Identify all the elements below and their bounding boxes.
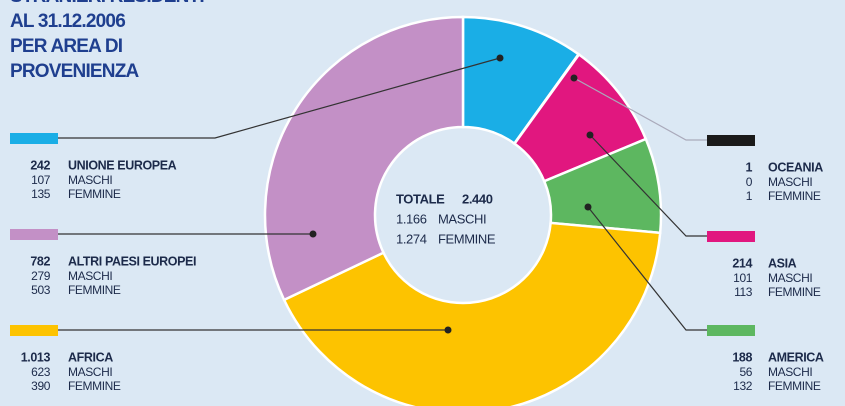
donut-slice xyxy=(263,15,465,302)
chart-title: AL 31.12.2006 xyxy=(10,11,125,32)
series-value: 135 xyxy=(31,187,51,201)
legend-swatch xyxy=(10,229,58,240)
category-label: UNIONE EUROPEA xyxy=(68,158,177,172)
category-label: ALTRI PAESI EUROPEI xyxy=(68,254,196,268)
leader-dot xyxy=(496,54,504,62)
center-total: 2.440 xyxy=(462,191,493,206)
series-value: 279 xyxy=(31,269,51,283)
chart-title: STRANIERI RESIDENTI xyxy=(10,0,204,7)
category-label: AMERICA xyxy=(768,350,824,364)
leader-dot xyxy=(584,203,592,211)
series-name: MASCHI xyxy=(68,269,112,283)
series-name: FEMMINE xyxy=(68,283,121,297)
leader-dot xyxy=(444,326,452,334)
series-value: 0 xyxy=(746,175,753,189)
category-label: OCEANIA xyxy=(768,160,823,174)
value-label: 1.013 xyxy=(21,350,51,364)
series-name: MASCHI xyxy=(768,175,812,189)
leader-line xyxy=(587,206,707,331)
series-value: 132 xyxy=(733,379,753,393)
series-name: MASCHI xyxy=(68,173,112,187)
series-name: MASCHI xyxy=(768,365,812,379)
chart-title: PROVENIENZA xyxy=(10,61,140,82)
value-label: 782 xyxy=(30,254,50,268)
leader-line xyxy=(589,134,707,237)
series-value: 107 xyxy=(31,173,51,187)
leader-dot xyxy=(570,74,578,82)
legend-swatch xyxy=(10,133,58,144)
series-name: MASCHI xyxy=(768,271,812,285)
legend-swatch xyxy=(707,231,755,242)
leader-dot xyxy=(309,230,317,238)
center-title: TOTALE xyxy=(396,191,445,206)
center-males: 1.166 xyxy=(396,211,427,226)
legend-swatch xyxy=(707,325,755,336)
value-label: 214 xyxy=(732,256,752,270)
chart-title: PER AREA DI xyxy=(10,36,123,57)
series-name: MASCHI xyxy=(68,365,112,379)
series-name: FEMMINE xyxy=(768,189,821,203)
value-label: 188 xyxy=(732,350,752,364)
series-name: FEMMINE xyxy=(768,379,821,393)
series-value: 623 xyxy=(31,365,51,379)
category-label: AFRICA xyxy=(68,350,113,364)
series-value: 1 xyxy=(746,189,753,203)
series-value: 56 xyxy=(739,365,752,379)
series-value: 101 xyxy=(733,271,753,285)
legend-swatch xyxy=(10,325,58,336)
leader-line xyxy=(58,57,501,139)
value-label: 242 xyxy=(30,158,50,172)
series-value: 113 xyxy=(734,285,753,299)
center-females-name: FEMMINE xyxy=(438,231,496,246)
series-value: 390 xyxy=(31,379,51,393)
category-label: ASIA xyxy=(768,256,797,270)
leader-dot xyxy=(586,131,594,139)
series-value: 503 xyxy=(31,283,51,297)
series-name: FEMMINE xyxy=(68,187,121,201)
series-name: FEMMINE xyxy=(68,379,121,393)
series-name: FEMMINE xyxy=(768,285,821,299)
value-label: 1 xyxy=(745,160,752,174)
leader-line xyxy=(573,77,707,141)
legend-swatch xyxy=(707,135,755,146)
center-males-name: MASCHI xyxy=(438,211,486,226)
donut-slice xyxy=(282,221,662,406)
center-females: 1.274 xyxy=(396,231,427,246)
